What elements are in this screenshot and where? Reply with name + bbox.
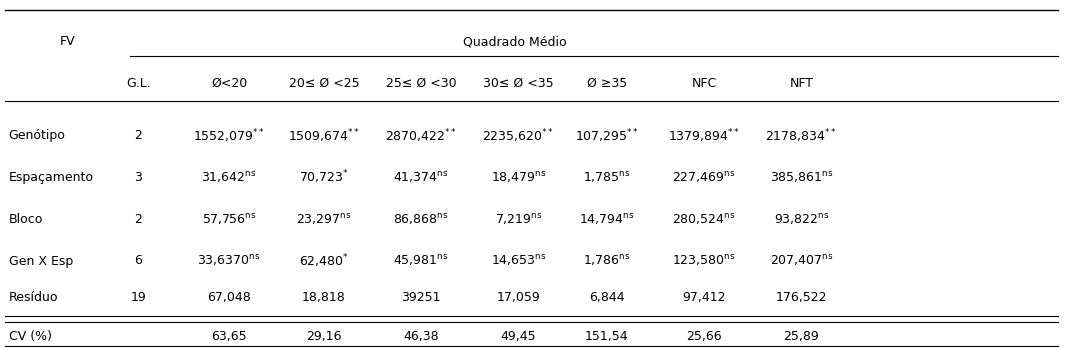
Text: 107,295$^{\mathregular{**}}$: 107,295$^{\mathregular{**}}$ — [575, 127, 639, 144]
Text: 14,794$^{\mathregular{ns}}$: 14,794$^{\mathregular{ns}}$ — [579, 212, 635, 227]
Text: 20≤ Ø <25: 20≤ Ø <25 — [288, 77, 360, 90]
Text: 3: 3 — [134, 171, 143, 184]
Text: Quadrado Médio: Quadrado Médio — [463, 35, 567, 48]
Text: 19: 19 — [131, 291, 146, 304]
Text: 2235,620$^{\mathregular{**}}$: 2235,620$^{\mathregular{**}}$ — [483, 127, 554, 144]
Text: 33,6370$^{\mathregular{ns}}$: 33,6370$^{\mathregular{ns}}$ — [198, 253, 260, 269]
Text: 29,16: 29,16 — [307, 330, 341, 343]
Text: 93,822$^{\mathregular{ns}}$: 93,822$^{\mathregular{ns}}$ — [773, 212, 829, 227]
Text: 1,786$^{\mathregular{ns}}$: 1,786$^{\mathregular{ns}}$ — [583, 253, 631, 269]
Text: 23,297$^{\mathregular{ns}}$: 23,297$^{\mathregular{ns}}$ — [296, 212, 352, 227]
Text: 17,059: 17,059 — [497, 291, 540, 304]
Text: NFT: NFT — [789, 77, 813, 90]
Text: 1552,079$^{\mathregular{**}}$: 1552,079$^{\mathregular{**}}$ — [193, 127, 265, 144]
Text: 1379,894$^{\mathregular{**}}$: 1379,894$^{\mathregular{**}}$ — [669, 127, 740, 144]
Text: 31,642$^{\mathregular{ns}}$: 31,642$^{\mathregular{ns}}$ — [201, 170, 257, 185]
Text: 1509,674$^{\mathregular{**}}$: 1509,674$^{\mathregular{**}}$ — [288, 127, 360, 144]
Text: 57,756$^{\mathregular{ns}}$: 57,756$^{\mathregular{ns}}$ — [202, 212, 256, 227]
Text: Genótipo: Genótipo — [9, 129, 66, 142]
Text: 30≤ Ø <35: 30≤ Ø <35 — [483, 77, 554, 90]
Text: 49,45: 49,45 — [501, 330, 536, 343]
Text: 7,219$^{\mathregular{ns}}$: 7,219$^{\mathregular{ns}}$ — [495, 212, 542, 227]
Text: 18,818: 18,818 — [302, 291, 346, 304]
Text: Ø<20: Ø<20 — [211, 77, 247, 90]
Text: 14,653$^{\mathregular{ns}}$: 14,653$^{\mathregular{ns}}$ — [490, 253, 546, 269]
Text: 280,524$^{\mathregular{ns}}$: 280,524$^{\mathregular{ns}}$ — [673, 212, 735, 227]
Text: Ø ≥35: Ø ≥35 — [586, 77, 627, 90]
Text: 2178,834$^{\mathregular{**}}$: 2178,834$^{\mathregular{**}}$ — [766, 127, 837, 144]
Text: 123,580$^{\mathregular{ns}}$: 123,580$^{\mathregular{ns}}$ — [673, 253, 735, 269]
Text: 385,861$^{\mathregular{ns}}$: 385,861$^{\mathregular{ns}}$ — [770, 170, 833, 185]
Text: 70,723$^{\mathregular{*}}$: 70,723$^{\mathregular{*}}$ — [299, 169, 349, 186]
Text: 227,469$^{\mathregular{ns}}$: 227,469$^{\mathregular{ns}}$ — [673, 170, 735, 185]
Text: 151,54: 151,54 — [585, 330, 629, 343]
Text: 67,048: 67,048 — [207, 291, 251, 304]
Text: 46,38: 46,38 — [404, 330, 438, 343]
Text: 25,89: 25,89 — [783, 330, 820, 343]
Text: 25≤ Ø <30: 25≤ Ø <30 — [386, 77, 457, 90]
Text: Gen X Esp: Gen X Esp — [9, 254, 72, 268]
Text: G.L.: G.L. — [126, 77, 150, 90]
Text: 41,374$^{\mathregular{ns}}$: 41,374$^{\mathregular{ns}}$ — [393, 170, 449, 185]
Text: Resíduo: Resíduo — [9, 291, 58, 304]
Text: 2: 2 — [134, 213, 143, 226]
Text: 45,981$^{\mathregular{ns}}$: 45,981$^{\mathregular{ns}}$ — [393, 253, 449, 269]
Text: 63,65: 63,65 — [212, 330, 246, 343]
Text: NFC: NFC — [691, 77, 717, 90]
Text: 18,479$^{\mathregular{ns}}$: 18,479$^{\mathregular{ns}}$ — [490, 170, 546, 185]
Text: 207,407$^{\mathregular{ns}}$: 207,407$^{\mathregular{ns}}$ — [770, 253, 833, 269]
Text: 6: 6 — [134, 254, 143, 268]
Text: 39251: 39251 — [402, 291, 441, 304]
Text: 97,412: 97,412 — [683, 291, 726, 304]
Text: 62,480$^{\mathregular{*}}$: 62,480$^{\mathregular{*}}$ — [299, 252, 349, 270]
Text: 176,522: 176,522 — [775, 291, 827, 304]
Text: Espaçamento: Espaçamento — [9, 171, 94, 184]
Text: CV (%): CV (%) — [9, 330, 52, 343]
Text: 6,844: 6,844 — [590, 291, 624, 304]
Text: 2: 2 — [134, 129, 143, 142]
Text: FV: FV — [60, 35, 76, 48]
Text: 25,66: 25,66 — [687, 330, 721, 343]
Text: 2870,422$^{\mathregular{**}}$: 2870,422$^{\mathregular{**}}$ — [386, 127, 457, 144]
Text: 86,868$^{\mathregular{ns}}$: 86,868$^{\mathregular{ns}}$ — [393, 212, 449, 227]
Text: Bloco: Bloco — [9, 213, 43, 226]
Text: 1,785$^{\mathregular{ns}}$: 1,785$^{\mathregular{ns}}$ — [583, 170, 631, 185]
